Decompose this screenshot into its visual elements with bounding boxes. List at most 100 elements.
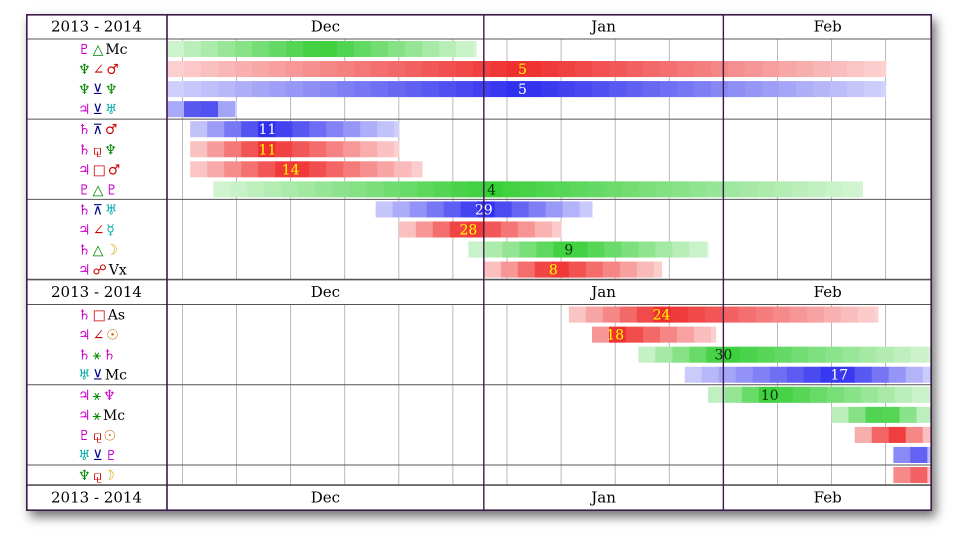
bar-peak-label: 5	[518, 62, 527, 78]
bar-segment	[575, 81, 593, 98]
bar-segment	[704, 306, 723, 323]
bar-segment	[422, 61, 440, 78]
bar-segment	[672, 241, 690, 258]
bar-peak-label: 11	[259, 122, 277, 138]
aspect-row-label: ♅ ⊻ ♇	[78, 448, 117, 464]
bar-segment	[745, 61, 763, 78]
bar-segment	[755, 306, 774, 323]
planet-glyph: ♆	[78, 62, 91, 78]
bar-segment	[292, 161, 310, 178]
planet-glyph: ♃	[78, 408, 91, 424]
bar-segment	[343, 161, 361, 178]
bar-segment	[190, 121, 208, 138]
aspect-glyph: ⊼	[93, 202, 103, 218]
bar-segment	[405, 61, 423, 78]
bar-segment	[757, 181, 775, 198]
bar-segment	[643, 61, 661, 78]
aspect-row-label: ♄ ⚹ ♄	[78, 348, 116, 364]
bar-segment	[483, 221, 502, 238]
bar-segment	[247, 181, 265, 198]
planet-glyph: ♃	[78, 263, 91, 279]
bar-segment	[638, 181, 656, 198]
year-label: 2013 - 2014	[51, 17, 142, 35]
bar-segment	[626, 326, 644, 343]
bar-segment	[840, 306, 859, 323]
bar-segment	[711, 81, 729, 98]
bar-segment	[684, 366, 703, 383]
planet-glyph: ♂	[105, 122, 118, 138]
bar-segment	[337, 40, 355, 58]
aspect-row-label: ♇ ⚼ ☉	[78, 428, 115, 444]
bar-segment	[545, 201, 564, 218]
aspect-glyph: ∠	[93, 222, 105, 238]
bar-segment	[405, 81, 423, 98]
bar-segment	[519, 181, 537, 198]
bar-segment	[388, 61, 406, 78]
bar-peak-label: 11	[259, 142, 277, 158]
bar-segment	[604, 181, 622, 198]
bar-segment	[460, 201, 479, 218]
bar-segment	[769, 366, 788, 383]
bar-segment	[893, 346, 911, 363]
month-label: Jan	[589, 489, 616, 507]
bar-segment	[207, 141, 225, 158]
bar-segment	[394, 121, 400, 138]
bar-segment	[184, 61, 202, 78]
bar-segment	[534, 221, 553, 238]
bar-segment	[184, 81, 202, 98]
bar-segment	[269, 61, 287, 78]
bar-segment	[888, 426, 907, 443]
planet-glyph: ♆	[104, 142, 117, 158]
planet-glyph: ☉	[104, 428, 115, 444]
bar-segment	[432, 221, 451, 238]
bar-segment	[218, 101, 236, 118]
planet-glyph: ♂	[108, 162, 121, 178]
bar-segment	[638, 346, 656, 363]
bar-segment	[677, 61, 695, 78]
bar-segment	[899, 406, 918, 423]
bar-segment	[882, 406, 901, 423]
bar-segment	[494, 201, 513, 218]
bar-segment	[354, 40, 372, 58]
bar-segment	[911, 386, 930, 403]
bar-segment	[534, 261, 553, 278]
bar-segment	[602, 261, 621, 278]
bar-segment	[881, 61, 887, 78]
bar-segment	[388, 40, 406, 58]
bar-segment	[558, 81, 576, 98]
bar-segment	[813, 61, 831, 78]
bar-segment	[541, 61, 559, 78]
bar-segment	[927, 446, 932, 463]
bar-segment	[309, 161, 327, 178]
header-row-bg	[26, 485, 932, 510]
bar-segment	[859, 181, 863, 198]
bar-segment	[558, 61, 576, 78]
bar-segment	[808, 181, 826, 198]
bar-segment	[439, 81, 457, 98]
bar-segment	[490, 81, 508, 98]
bar-segment	[604, 241, 622, 258]
planet-glyph: ♄	[78, 122, 91, 138]
aspect-row-label: ♄ △ ☽	[78, 243, 118, 259]
bar-peak-label: 17	[830, 368, 848, 384]
bar-segment	[609, 81, 627, 98]
bar-segment	[689, 346, 707, 363]
bar-segment	[473, 81, 491, 98]
bar-segment	[252, 61, 270, 78]
aspect-glyph: □	[93, 162, 106, 178]
bar-segment	[570, 181, 588, 198]
aspect-row-label: ♆ ∠ ♂	[78, 62, 119, 78]
bar-segment	[711, 61, 729, 78]
bar-segment	[507, 81, 525, 98]
bar-segment	[585, 306, 604, 323]
bar-segment	[922, 366, 932, 383]
month-label: Jan	[589, 17, 616, 35]
bar-segment	[860, 386, 879, 403]
bar-segment	[184, 40, 202, 58]
bar-segment	[409, 201, 428, 218]
planet-glyph: ☉	[106, 328, 119, 344]
bar-segment	[653, 306, 672, 323]
bar-peak-label: 5	[518, 82, 527, 98]
bar-segment	[774, 181, 792, 198]
bar-segment	[847, 81, 865, 98]
